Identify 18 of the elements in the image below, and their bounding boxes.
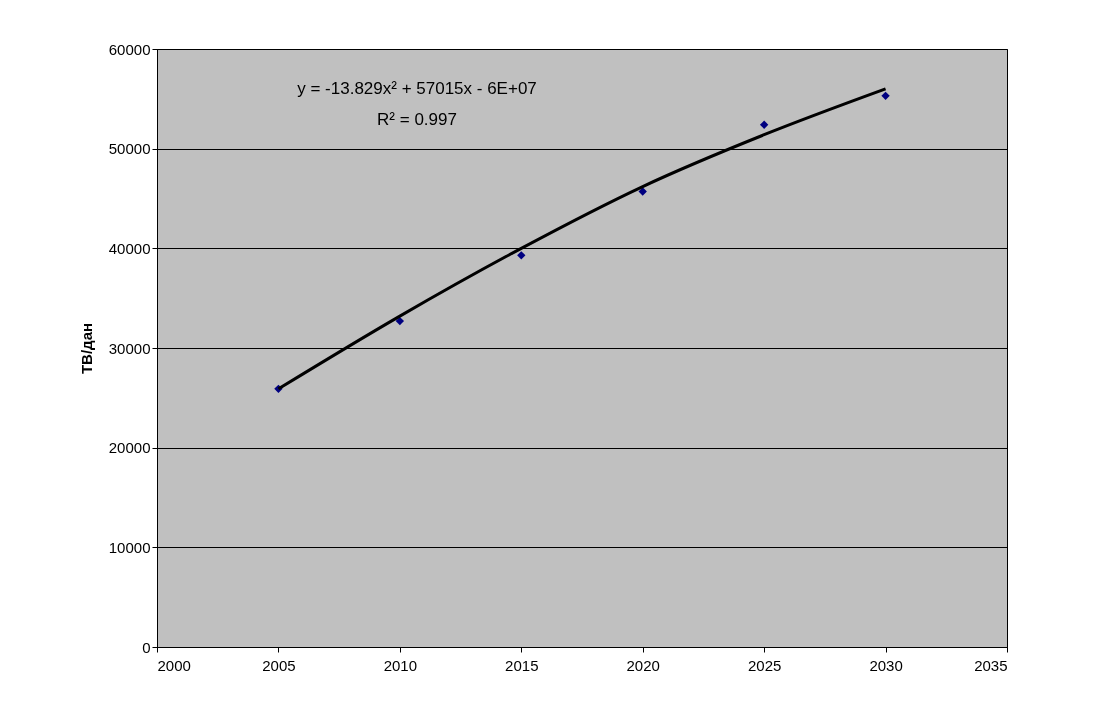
x-tick-label: 2000 bbox=[157, 656, 191, 674]
x-tick-label: 2005 bbox=[262, 656, 296, 674]
annotation: y = -13.829x² + 57015x - 6E+07 bbox=[297, 79, 537, 98]
x-tick-label: 2025 bbox=[747, 656, 782, 674]
y-tick-label: 30000 bbox=[108, 339, 151, 357]
x-tick-label: 2015 bbox=[505, 656, 539, 674]
y-tick-label: 60000 bbox=[108, 40, 151, 58]
x-tick-label: 2030 bbox=[869, 656, 903, 674]
y-axis-title: ТВ/дан bbox=[77, 322, 95, 375]
x-tick-label: 2035 bbox=[974, 656, 1008, 674]
x-tick-label: 2020 bbox=[626, 656, 660, 674]
y-tick-label: 40000 bbox=[108, 239, 151, 257]
annotation: R² = 0.997 bbox=[377, 110, 457, 129]
y-tick-label: 20000 bbox=[108, 439, 151, 457]
y-tick-label: 50000 bbox=[108, 140, 151, 158]
x-tick-label: 2010 bbox=[383, 656, 418, 674]
y-tick-label: 0 bbox=[142, 638, 151, 656]
y-tick-label: 10000 bbox=[108, 538, 151, 556]
